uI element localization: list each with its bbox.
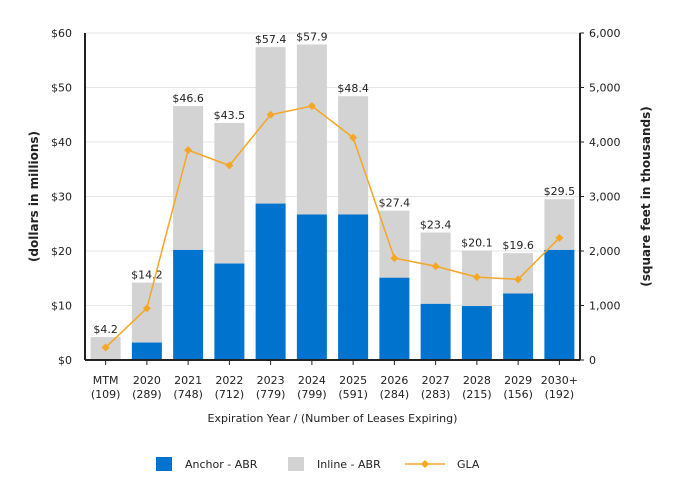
data-label: $27.4 (379, 197, 411, 210)
bar-anchor-abr (461, 306, 492, 360)
bar-anchor-abr (379, 277, 410, 360)
bar-anchor-abr (503, 293, 534, 360)
legend-label-anchor: Anchor - ABR (185, 458, 258, 471)
x-tick-sublabel: (192) (545, 388, 575, 401)
data-label: $48.4 (337, 82, 369, 95)
legend-swatch-anchor (156, 457, 172, 471)
bar-anchor-abr (338, 214, 369, 360)
y2-tick-label: 4,000 (589, 136, 621, 149)
bar-inline-abr (544, 199, 575, 250)
gla-marker (431, 262, 440, 271)
x-tick-label: MTM (93, 374, 119, 387)
bar-inline-abr (503, 253, 534, 294)
y2-tick-label: 5,000 (589, 82, 621, 95)
x-tick-sublabel: (156) (503, 388, 533, 401)
x-tick-sublabel: (284) (380, 388, 410, 401)
y-tick-label: $10 (51, 300, 72, 313)
gla-marker (266, 110, 275, 119)
gla-marker (184, 146, 193, 155)
x-tick-label: 2020 (133, 374, 161, 387)
y-tick-label: $50 (51, 82, 72, 95)
data-label: $46.6 (172, 92, 204, 105)
y-tick-label: $40 (51, 136, 72, 149)
bar-anchor-abr (255, 203, 286, 360)
data-label: $20.1 (461, 236, 493, 249)
data-label: $57.4 (255, 33, 287, 46)
gla-marker (225, 161, 234, 170)
x-tick-label: 2030+ (541, 374, 578, 387)
x-tick-sublabel: (289) (132, 388, 162, 401)
y2-tick-label: 1,000 (589, 300, 621, 313)
x-tick-label: 2023 (257, 374, 285, 387)
y2-tick-label: 6,000 (589, 27, 621, 40)
bar-inline-abr (173, 106, 204, 250)
y-tick-label: $60 (51, 27, 72, 40)
bar-inline-abr (131, 282, 162, 343)
y-tick-label: $0 (58, 354, 72, 367)
x-tick-sublabel: (283) (421, 388, 451, 401)
y2-tick-label: 0 (589, 354, 596, 367)
y2-axis-title: (square feet in thousands) (639, 106, 653, 286)
bar-inline-abr (255, 47, 286, 204)
gla-marker (349, 133, 358, 142)
legend-marker-gla (421, 460, 429, 468)
data-label: $19.6 (502, 239, 534, 252)
legend-swatch-inline (288, 457, 304, 471)
bar-anchor-abr (296, 214, 327, 360)
bar-anchor-abr (131, 342, 162, 360)
x-tick-sublabel: (109) (91, 388, 121, 401)
bar-inline-abr (296, 44, 327, 215)
gla-marker (142, 304, 151, 313)
bar-anchor-abr (544, 249, 575, 360)
data-label: $29.5 (544, 185, 576, 198)
bar-inline-abr (379, 210, 410, 278)
bar-inline-abr (338, 96, 369, 215)
bar-anchor-abr (214, 263, 245, 360)
x-tick-sublabel: (779) (256, 388, 286, 401)
gla-line (105, 105, 560, 349)
x-tick-label: 2027 (422, 374, 450, 387)
data-label: $57.9 (296, 30, 328, 43)
y-axis-title: (dollars in millions) (27, 131, 41, 262)
data-label: $23.4 (420, 218, 452, 231)
x-tick-label: 2029 (504, 374, 532, 387)
gla-marker (472, 273, 481, 282)
y-tick-label: $20 (51, 245, 72, 258)
x-tick-label: 2026 (380, 374, 408, 387)
x-tick-label: 2025 (339, 374, 367, 387)
x-tick-sublabel: (712) (215, 388, 245, 401)
legend-label-gla: GLA (457, 458, 480, 471)
gla-marker (514, 275, 523, 284)
x-tick-sublabel: (748) (173, 388, 203, 401)
data-label: $4.2 (93, 323, 118, 336)
y2-tick-label: 2,000 (589, 245, 621, 258)
bar-anchor-abr (420, 303, 451, 360)
x-tick-label: 2022 (215, 374, 243, 387)
x-tick-label: 2021 (174, 374, 202, 387)
data-label: $43.5 (214, 109, 246, 122)
data-label: $14.2 (131, 269, 163, 282)
legend-label-inline: Inline - ABR (317, 458, 381, 471)
y2-tick-label: 3,000 (589, 191, 621, 204)
x-tick-sublabel: (591) (338, 388, 368, 401)
gla-marker (101, 343, 110, 352)
bar-anchor-abr (173, 249, 204, 360)
gla-marker (390, 254, 399, 263)
y-tick-label: $30 (51, 191, 72, 204)
bar-inline-abr (214, 122, 245, 264)
gla-marker (555, 233, 564, 242)
x-tick-label: 2024 (298, 374, 326, 387)
x-tick-sublabel: (799) (297, 388, 327, 401)
gla-marker (307, 102, 316, 111)
x-tick-sublabel: (215) (462, 388, 492, 401)
x-tick-label: 2028 (463, 374, 491, 387)
x-axis-title: Expiration Year / (Number of Leases Expi… (208, 412, 458, 425)
